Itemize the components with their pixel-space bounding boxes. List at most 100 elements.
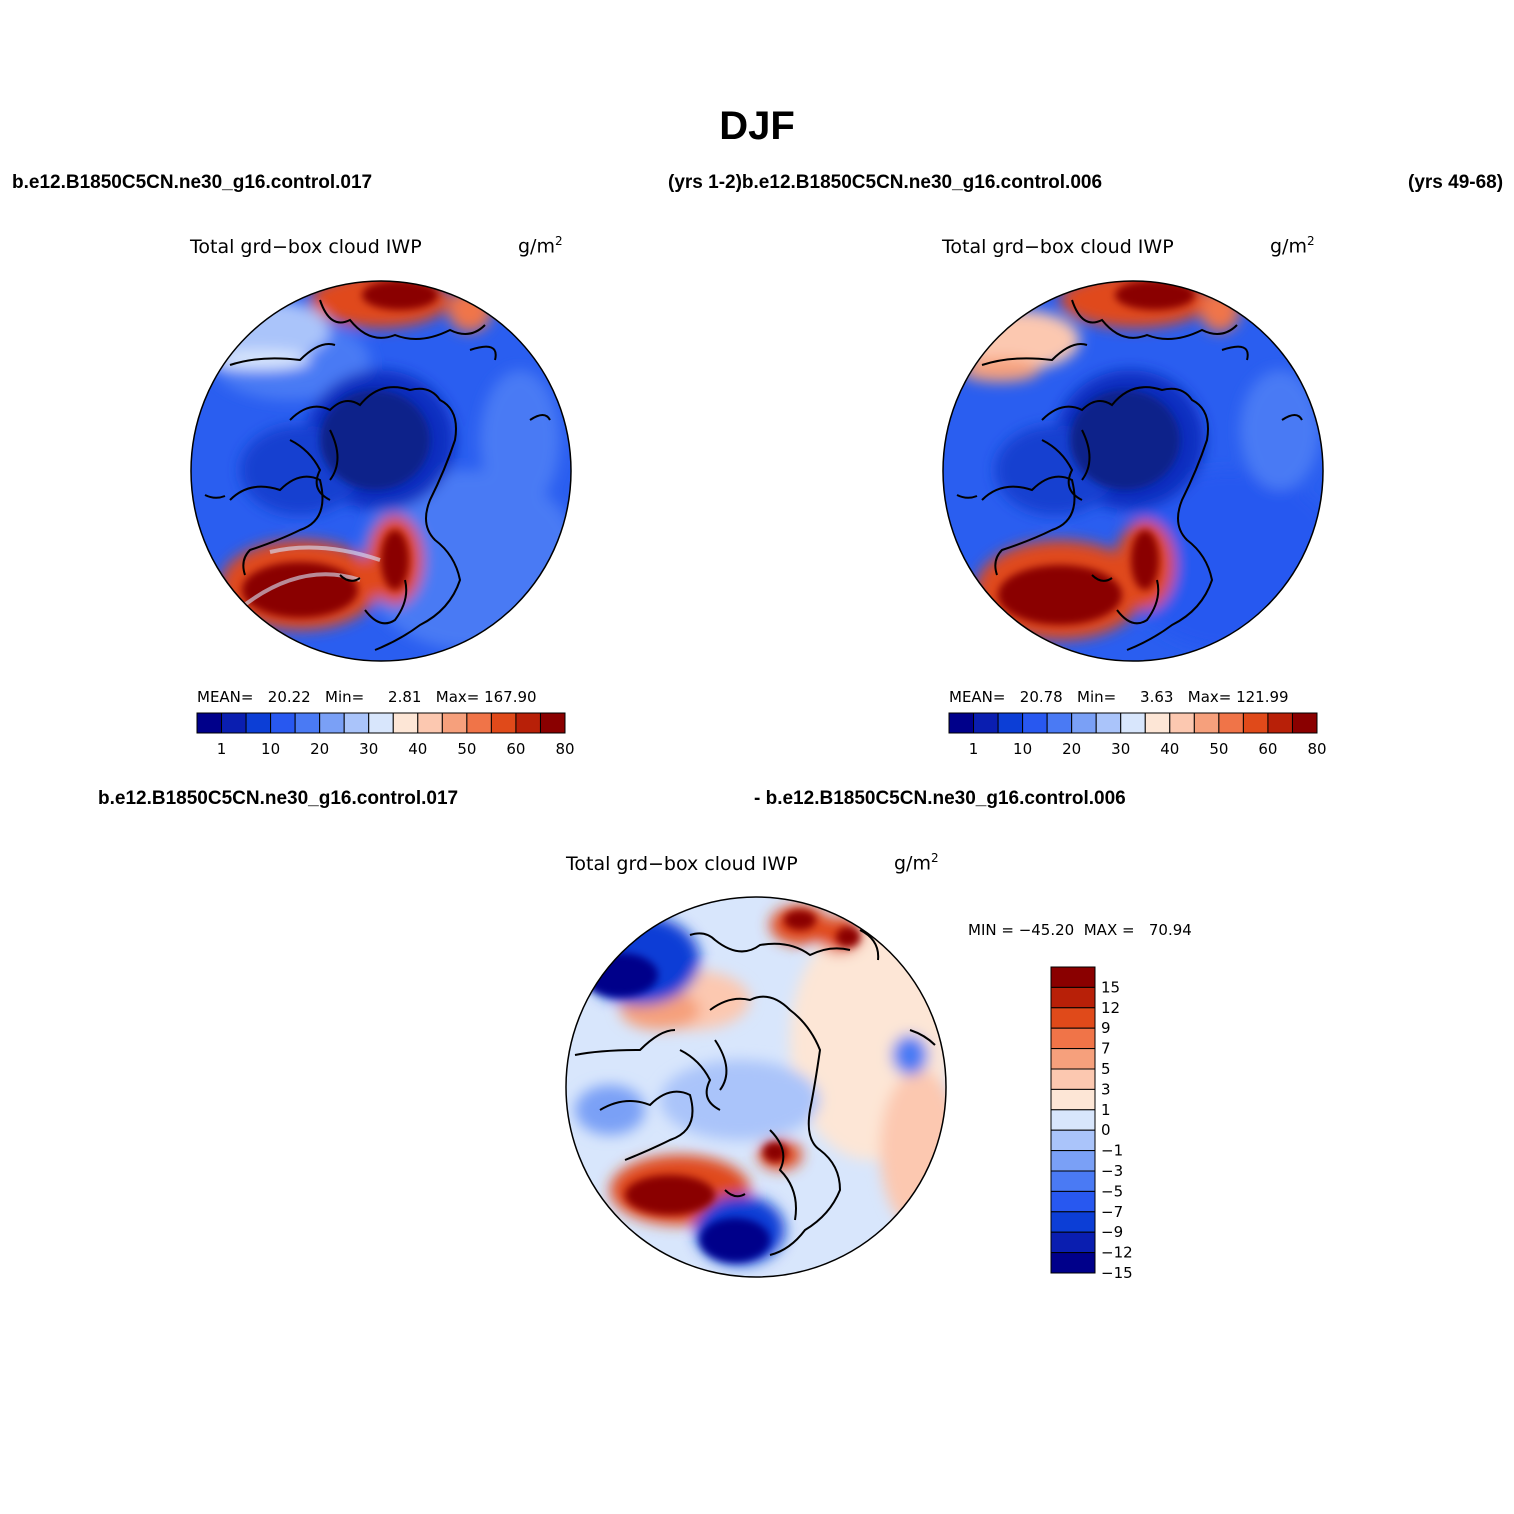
- panel1-colorbar-swatch: [490, 712, 517, 734]
- panel3-colorbar-swatch: [1050, 1170, 1096, 1192]
- panel3-colorbar-swatch: [1050, 1252, 1096, 1274]
- panel2-colorbar-swatch: [1120, 712, 1146, 734]
- panel3-colorbar-swatch: [1050, 1007, 1096, 1029]
- figure-title: DJF: [719, 104, 795, 148]
- case-label-bottom-right: - b.e12.B1850C5CN.ne30_g16.control.006: [754, 788, 1126, 809]
- panel2-colorbar: 1 10 20 30 40 50 60 80: [948, 712, 1327, 758]
- panel2-colorbar-swatch: [1242, 712, 1269, 734]
- panel3-colorbar-tick-label: −9: [1101, 1223, 1123, 1241]
- panel3-colorbar-tick-label: 3: [1101, 1080, 1111, 1098]
- panel2-colorbar-tick-label: 10: [1013, 740, 1032, 758]
- case-label-top-right: (yrs 49-68): [1408, 172, 1504, 193]
- panel2-coastlines: [956, 299, 1303, 651]
- panel3-colorbar-tick-label: −5: [1101, 1182, 1123, 1200]
- panel1-colorbar-swatch: [270, 712, 296, 734]
- panel2-colorbar-swatch: [1218, 712, 1244, 734]
- panel1-colorbar-swatch: [319, 712, 345, 734]
- panel1-colorbar-tick-label: 80: [555, 740, 574, 758]
- panel2-colorbar-tick-label: 30: [1111, 740, 1130, 758]
- panel3-coastlines: [574, 929, 936, 1256]
- panel3-stats: MIN = −45.20 MAX = 70.94: [968, 921, 1192, 939]
- panel1-colorbar-swatch: [196, 712, 223, 734]
- case-label-bottom-left: b.e12.B1850C5CN.ne30_g16.control.017: [98, 788, 459, 809]
- panel2-colorbar-tick-label: 50: [1209, 740, 1228, 758]
- panel1-colorbar-tick-label: 60: [506, 740, 525, 758]
- panel3-colorbar-tick-label: 5: [1101, 1060, 1111, 1078]
- panel2-colorbar-tick-label: 1: [969, 740, 979, 758]
- panel2-colorbar-swatch: [1144, 712, 1171, 734]
- panel2-colorbar-swatch: [1169, 712, 1195, 734]
- panel2-colorbar-swatch: [1267, 712, 1293, 734]
- case-label-top-left: b.e12.B1850C5CN.ne30_g16.control.017: [12, 172, 373, 193]
- panel2-map-border: [942, 280, 1324, 662]
- panel2-colorbar-swatch: [997, 712, 1024, 734]
- panel3-colorbar-swatch: [1050, 1211, 1096, 1233]
- panel3-colorbar-tick-label: −15: [1101, 1264, 1133, 1282]
- panel2-map: [943, 281, 1323, 661]
- panel3-colorbar-swatch: [1050, 1088, 1096, 1111]
- panel1-colorbar-swatch: [441, 712, 468, 734]
- panel1-colorbar-swatch: [466, 712, 492, 734]
- panel3-colorbar-swatch: [1050, 966, 1096, 988]
- panel1-colorbar-tick-label: 40: [408, 740, 427, 758]
- panel1-colorbar-tick-label: 50: [457, 740, 476, 758]
- panel2-colorbar-swatch: [1291, 712, 1318, 734]
- panel1-colorbar-swatch: [515, 712, 541, 734]
- panel2-colorbar-swatch: [1046, 712, 1073, 734]
- case-label-top-mid: (yrs 1-2)b.e12.B1850C5CN.ne30_g16.contro…: [668, 172, 1103, 193]
- panel2-stats: MEAN= 20.78 Min= 3.63 Max= 121.99: [949, 688, 1289, 706]
- panel3-map-border: [565, 896, 947, 1278]
- panel2-colorbar-swatch: [1193, 712, 1220, 734]
- panel3-colorbar-tick-label: 15: [1101, 978, 1120, 996]
- panel1-colorbar-tick-label: 20: [310, 740, 329, 758]
- panel2-colorbar-swatch: [1071, 712, 1097, 734]
- panel1-stats: MEAN= 20.22 Min= 2.81 Max= 167.90: [197, 688, 537, 706]
- panel1-colorbar-swatch: [368, 712, 394, 734]
- panel1-colorbar-swatch: [221, 712, 247, 734]
- panel2-title: Total grd−box cloud IWP: [942, 236, 1174, 258]
- panel3-unit: g/m2: [894, 851, 939, 875]
- panel3-map: [566, 897, 946, 1277]
- panel3-colorbar-tick-label: 9: [1101, 1019, 1111, 1037]
- panel1-colorbar-swatch: [392, 712, 419, 734]
- panel1-colorbar-swatch: [245, 712, 272, 734]
- panel1-colorbar-tick-label: 1: [217, 740, 227, 758]
- panel1-map-border: [190, 280, 572, 662]
- panel3-colorbar-tick-label: 7: [1101, 1040, 1111, 1058]
- panel3-colorbar-tick-label: −7: [1101, 1203, 1123, 1221]
- panel3-colorbar-swatch: [1050, 986, 1096, 1009]
- panel3-colorbar-tick-label: 0: [1101, 1121, 1111, 1139]
- panel1-coastlines: [204, 299, 551, 651]
- panel3-colorbar-tick-label: −3: [1101, 1162, 1123, 1180]
- panel3-colorbar-tick-label: 1: [1101, 1101, 1111, 1119]
- panel3-colorbar-swatch: [1050, 1231, 1096, 1254]
- panel2-colorbar-swatch: [948, 712, 975, 734]
- panel2-unit: g/m2: [1270, 234, 1315, 258]
- panel3-colorbar-swatch: [1050, 1048, 1096, 1070]
- panel3-colorbar-tick-label: −1: [1101, 1142, 1123, 1160]
- panel1-colorbar-swatch: [539, 712, 566, 734]
- panel1-map: [191, 281, 571, 661]
- panel3-colorbar-swatch: [1050, 1068, 1096, 1090]
- panel3-colorbar-swatch: [1050, 1190, 1096, 1213]
- panel3-colorbar-swatch: [1050, 1129, 1096, 1152]
- panel1-title: Total grd−box cloud IWP: [190, 236, 422, 258]
- panel3-colorbar-swatch: [1050, 1150, 1096, 1172]
- panel1-colorbar-swatch: [417, 712, 443, 734]
- panel2-colorbar-tick-label: 60: [1258, 740, 1277, 758]
- panel1-colorbar-swatch: [343, 712, 370, 734]
- panel1-colorbar: 1 10 20 30 40 50 60 80: [196, 712, 575, 758]
- panel2-colorbar-tick-label: 20: [1062, 740, 1081, 758]
- panel3-colorbar-swatch: [1050, 1109, 1096, 1131]
- panel1-colorbar-swatch: [294, 712, 321, 734]
- panel2-colorbar-swatch: [1022, 712, 1048, 734]
- panel2-colorbar-swatch: [973, 712, 999, 734]
- panel3-colorbar-swatch: [1050, 1027, 1096, 1050]
- panel3-colorbar: 15 12 9 7 5 3 1 0 −1 −3 −5 −7 −9 −12 −15: [1050, 966, 1133, 1282]
- panel2-colorbar-tick-label: 80: [1307, 740, 1326, 758]
- panel3-title: Total grd−box cloud IWP: [566, 853, 798, 875]
- panel1-colorbar-tick-label: 30: [359, 740, 378, 758]
- panel1-unit: g/m2: [518, 234, 563, 258]
- panel2-colorbar-swatch: [1095, 712, 1122, 734]
